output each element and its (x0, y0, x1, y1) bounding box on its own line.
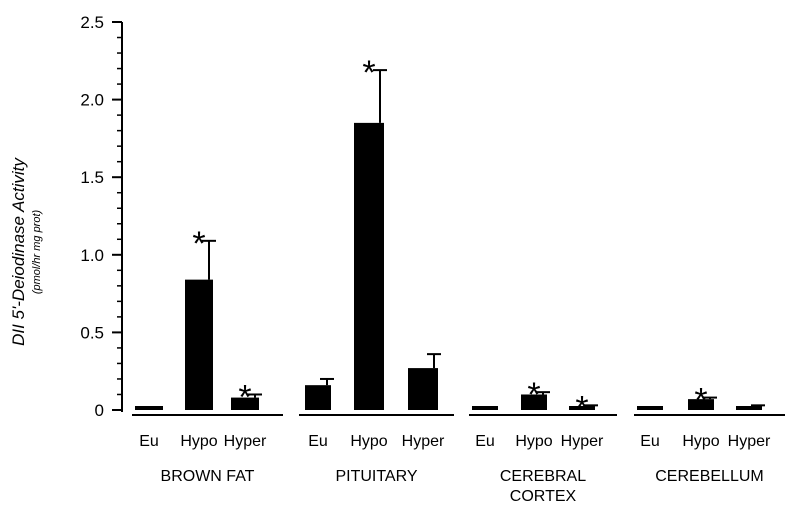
group-label: BROWN FAT (161, 468, 255, 485)
y-tick-label: 0.5 (80, 323, 104, 342)
bar (688, 399, 714, 410)
bar (185, 279, 213, 410)
bar-group: Eu * Hypo * Hyper BROWN FAT (132, 225, 283, 485)
bar (569, 406, 595, 410)
group-label: CORTEX (510, 488, 577, 505)
y-axis-units: (pmol/hr mg prot) (31, 209, 43, 294)
significance-marker: * (575, 389, 588, 427)
bar (408, 368, 438, 410)
category-label: Eu (308, 433, 328, 450)
significance-marker: * (238, 378, 251, 416)
plot-area: Eu * Hypo * Hyper BROWN FAT Eu * Hypo Hyper PITUIT… (132, 54, 785, 505)
category-label: Eu (640, 433, 660, 450)
bar (637, 406, 663, 410)
y-tick-label: 0 (95, 401, 104, 420)
category-label: Hyper (402, 433, 445, 450)
group-label: CEREBELLUM (655, 468, 763, 485)
bar (472, 406, 498, 410)
bar-group: Eu * Hypo Hyper CEREBELLUM (634, 382, 785, 485)
category-label: Hypo (350, 433, 387, 450)
y-axis-label: DII 5'-Deiodinase Activity (9, 157, 28, 346)
significance-marker: * (527, 376, 540, 414)
category-label: Hyper (224, 433, 267, 450)
bar (521, 394, 547, 410)
category-label: Hyper (728, 433, 771, 450)
y-tick-label: 2.0 (80, 91, 104, 110)
bar (354, 122, 384, 410)
y-axis: 0 0.5 1.0 1.5 2.0 2.5 (80, 13, 123, 420)
bar (135, 406, 163, 410)
bar-group: Eu * Hypo Hyper PITUITARY (299, 54, 454, 485)
bar (736, 406, 762, 410)
group-label: PITUITARY (335, 468, 417, 485)
y-axis-label-group: DII 5'-Deiodinase Activity (pmol/hr mg p… (9, 157, 43, 346)
bar (231, 397, 259, 410)
significance-marker: * (362, 54, 375, 92)
bar-group: Eu * Hypo * Hyper CEREBRAL CORTEX (469, 376, 617, 505)
category-label: Hypo (515, 433, 552, 450)
group-label: CEREBRAL (500, 468, 586, 485)
bar (305, 385, 331, 410)
category-label: Hypo (180, 433, 217, 450)
category-label: Hypo (682, 433, 719, 450)
y-tick-label: 2.5 (80, 13, 104, 32)
y-tick-label: 1.5 (80, 168, 104, 187)
category-label: Eu (475, 433, 495, 450)
significance-marker: * (192, 225, 205, 263)
y-tick-label: 1.0 (80, 246, 104, 265)
category-label: Hyper (561, 433, 604, 450)
significance-marker: * (694, 382, 707, 420)
category-label: Eu (139, 433, 159, 450)
